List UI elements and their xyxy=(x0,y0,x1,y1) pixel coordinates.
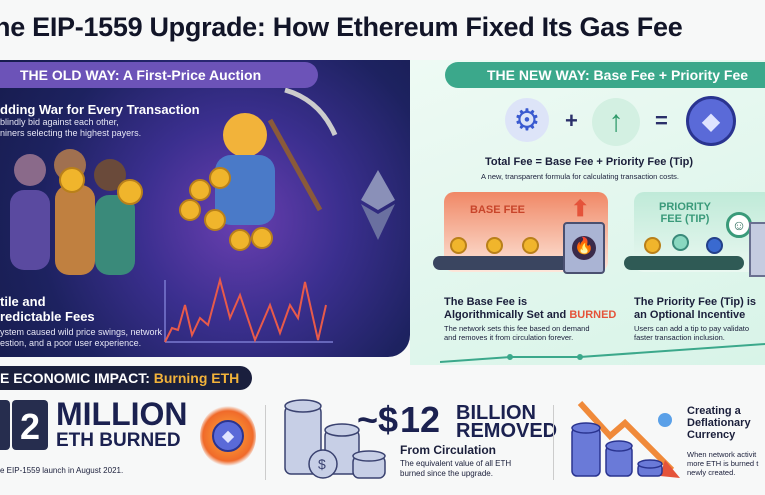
heading-line: Deflationary xyxy=(687,417,751,429)
billion-removed-label: BILLION REMOVED xyxy=(456,402,558,442)
title-line: tile and xyxy=(0,294,46,309)
conveyor-belt-icon xyxy=(433,256,573,270)
divider xyxy=(265,405,266,480)
eth-burned-label: ETH BURNED xyxy=(56,430,181,451)
desc-line: ystem caused wild price swings, network xyxy=(0,327,163,337)
growth-line-chart xyxy=(440,343,765,363)
divider xyxy=(553,405,554,480)
equals-sign: = xyxy=(655,108,668,133)
ethereum-coin-icon: ◆ xyxy=(686,96,736,146)
base-fee-label: BASE FEE xyxy=(470,204,526,216)
priority-fee-label: PRIORITY FEE (TIP) xyxy=(659,201,711,225)
base-fee-heading: The Base Fee is Algorithmically Set and … xyxy=(444,296,616,322)
usd-value: 12 xyxy=(400,399,441,440)
eth-coin-icon: ◆ xyxy=(212,420,244,452)
page-title: he EIP-1559 Upgrade: How Ethereum Fixed … xyxy=(0,12,683,42)
title-line: redictable Fees xyxy=(0,309,95,324)
desc-line: faster transaction inclusion. xyxy=(634,333,725,342)
million-label: MILLION xyxy=(56,396,188,432)
bidding-war-desc: blindly bid against each other, niners s… xyxy=(0,117,200,139)
server-rack-icon xyxy=(749,222,765,277)
priority-fee-desc: Users can add a tip to pay validato fast… xyxy=(634,324,749,342)
conveyor-belt-icon xyxy=(624,256,744,270)
equivalent-value-desc: The equivalent value of all ETH burned s… xyxy=(400,459,511,479)
impact-header-accent: Burning ETH xyxy=(153,370,240,386)
desc-line: more ETH is burned t xyxy=(687,459,759,468)
eth-coin-icon xyxy=(644,237,661,254)
usd-prefix: ~$ xyxy=(357,399,399,440)
fire-icon: 🔥 xyxy=(572,236,596,260)
burning-eth-icon: ◆ xyxy=(200,405,256,467)
since-launch-text: e EIP-1559 launch in August 2021. xyxy=(0,466,124,475)
removed-text: REMOVED xyxy=(456,420,558,442)
coin-stacks-icon: $ xyxy=(284,399,386,479)
heading-line: Creating a xyxy=(687,405,741,417)
heading-line: Currency xyxy=(687,429,736,441)
fee-formula-desc: A new, transparent formula for calculati… xyxy=(481,172,680,181)
heading-text: Algorithmically Set and xyxy=(444,309,570,321)
volatile-fees-title: tile and redictable Fees xyxy=(0,294,95,324)
impact-header: E ECONOMIC IMPACT: Burning ETH xyxy=(0,366,252,390)
desc-line: The equivalent value of all ETH xyxy=(400,459,512,468)
desc-line: niners selecting the highest payers. xyxy=(0,128,142,138)
desc-line: Users can add a tip to pay validato xyxy=(634,324,750,333)
new-way-header: THE NEW WAY: Base Fee + Priority Fee xyxy=(445,62,765,88)
heading-line: The Base Fee is xyxy=(444,296,528,308)
fast-coin-icon xyxy=(706,237,723,254)
desc-line: newly created. xyxy=(687,468,736,477)
desc-line: When network activit xyxy=(687,450,757,459)
desc-line: estion, and a poor user experience. xyxy=(0,338,142,348)
svg-text:$: $ xyxy=(318,456,326,472)
deflationary-heading: Creating a Deflationary Currency xyxy=(687,405,751,441)
miner-illustration xyxy=(179,87,338,251)
bidding-war-title: dding War for Every Transaction xyxy=(0,102,200,117)
counter-digit: 2 xyxy=(12,400,48,450)
heading-line: The Priority Fee (Tip) is xyxy=(634,296,757,308)
old-way-illustration xyxy=(10,87,395,343)
up-arrow-icon: ⬆ xyxy=(571,196,590,221)
desc-line: blindly bid against each other, xyxy=(0,117,119,127)
volatile-fees-desc: ystem caused wild price swings, network … xyxy=(0,327,170,349)
eth-coin-icon xyxy=(522,237,539,254)
deflation-chart-icon xyxy=(571,400,680,478)
network-node-icon xyxy=(658,413,672,427)
volatile-price-chart xyxy=(164,276,333,343)
old-way-panel xyxy=(0,60,410,357)
burner-machine-icon: 🔥 xyxy=(563,222,605,274)
winged-coin-icon xyxy=(672,234,689,251)
heading-line: an Optional Incentive xyxy=(634,309,746,321)
base-fee-desc: The network sets this fee based on deman… xyxy=(444,324,590,342)
eth-coin-icon xyxy=(450,237,467,254)
desc-line: and removes it from circulation forever. xyxy=(444,333,574,342)
eth-coin-icon xyxy=(486,237,503,254)
plus-sign: + xyxy=(565,108,578,133)
from-circulation-label: From Circulation xyxy=(400,443,497,457)
counter-digit-partial xyxy=(0,400,10,450)
old-way-header: THE OLD WAY: A First-Price Auction xyxy=(0,62,318,88)
priority-fee-heading: The Priority Fee (Tip) is an Optional In… xyxy=(634,296,756,322)
heading-line: Algorithmically Set and BURNED xyxy=(444,309,616,322)
crowd-illustration xyxy=(10,149,143,275)
desc-line: burned since the upgrade. xyxy=(400,469,493,478)
desc-line: The network sets this fee based on deman… xyxy=(444,324,590,333)
impact-header-text: E ECONOMIC IMPACT: xyxy=(0,370,154,386)
deflationary-desc: When network activit more ETH is burned … xyxy=(687,450,758,477)
fee-formula: Total Fee = Base Fee + Priority Fee (Tip… xyxy=(485,156,694,168)
ethereum-logo-icon xyxy=(361,170,395,240)
priority-arrow-icon: ↑ xyxy=(592,98,640,146)
billion-text: BILLION xyxy=(456,402,536,424)
gear-icon: ⚙ xyxy=(505,98,549,142)
burned-highlight: BURNED xyxy=(569,309,617,321)
